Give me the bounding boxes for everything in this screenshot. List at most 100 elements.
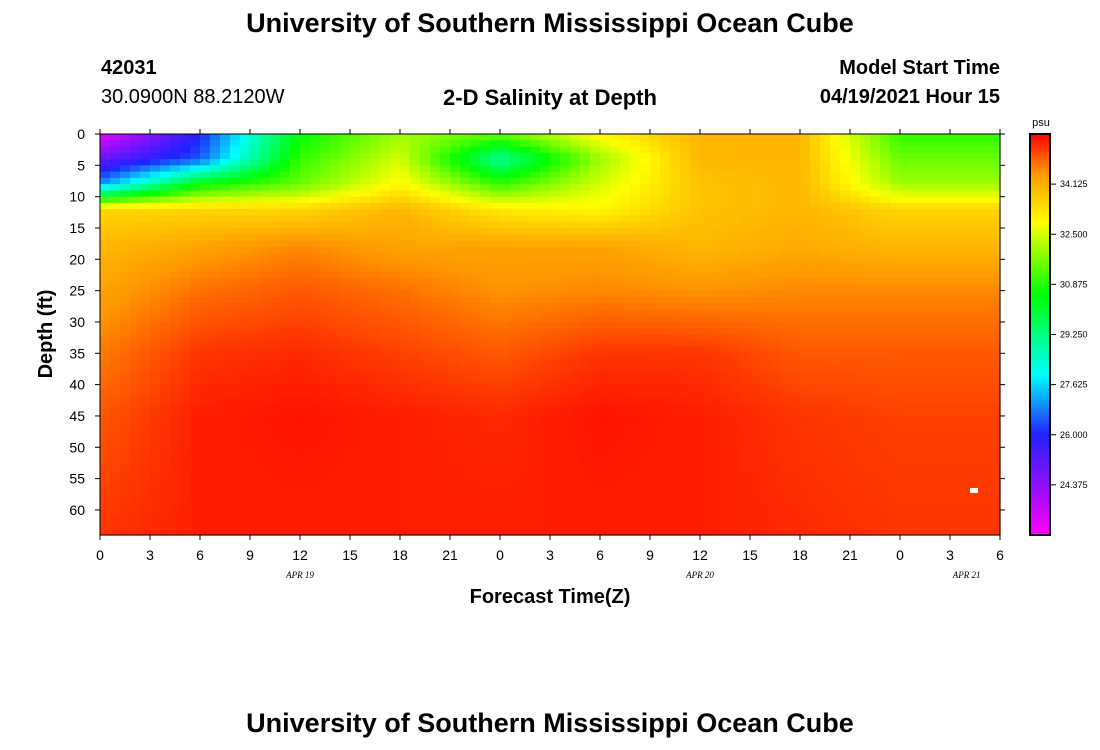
heatmap-cell <box>540 434 551 442</box>
heatmap-cell <box>560 472 571 480</box>
heatmap-cell <box>330 428 341 436</box>
heatmap-cell <box>690 390 701 398</box>
heatmap-cell <box>170 190 181 198</box>
heatmap-cell <box>350 403 361 411</box>
heatmap-cell <box>480 284 491 292</box>
heatmap-cell <box>980 296 991 304</box>
heatmap-cell <box>330 321 341 329</box>
heatmap-cell <box>980 165 991 173</box>
heatmap-cell <box>470 265 481 273</box>
heatmap-cell <box>450 365 461 373</box>
heatmap-cell <box>160 359 171 367</box>
heatmap-cell <box>240 466 251 473</box>
heatmap-cell <box>770 134 781 141</box>
heatmap-cell <box>540 328 551 336</box>
heatmap-cell <box>370 428 381 436</box>
heatmap-cell <box>300 372 311 379</box>
heatmap-cell <box>280 422 291 430</box>
heatmap-cell <box>890 221 901 229</box>
heatmap-cell <box>620 165 631 173</box>
heatmap-cell <box>730 278 741 285</box>
heatmap-cell <box>980 209 991 217</box>
heatmap-cell <box>650 321 661 329</box>
heatmap-cell <box>520 177 531 185</box>
heatmap-cell <box>270 441 281 448</box>
heatmap-cell <box>350 347 361 354</box>
heatmap-cell <box>860 215 871 223</box>
heatmap-cell <box>750 459 761 467</box>
heatmap-cell <box>130 372 141 379</box>
heatmap-cell <box>950 378 961 386</box>
heatmap-cell <box>410 347 421 354</box>
heatmap-cell <box>830 134 841 141</box>
heatmap-cell <box>500 403 511 411</box>
heatmap-cell <box>610 196 621 204</box>
heatmap-cell <box>840 453 851 461</box>
heatmap-cell <box>470 271 481 279</box>
heatmap-cell <box>250 271 261 279</box>
heatmap-cell <box>330 309 341 317</box>
heatmap-cell <box>100 296 111 304</box>
heatmap-cell <box>100 309 111 317</box>
heatmap-cell <box>360 466 371 473</box>
heatmap-cell <box>480 177 491 185</box>
heatmap-cell <box>880 309 891 317</box>
heatmap-cell <box>500 165 511 173</box>
heatmap-cell <box>680 240 691 248</box>
heatmap-cell <box>360 159 371 166</box>
heatmap-cell <box>440 290 451 298</box>
heatmap-cell <box>930 365 941 373</box>
heatmap-cell <box>570 278 581 285</box>
heatmap-cell <box>110 171 121 179</box>
heatmap-cell <box>630 328 641 336</box>
heatmap-cell <box>710 466 721 473</box>
heatmap-cell <box>550 221 561 229</box>
heatmap-cell <box>820 240 831 248</box>
heatmap-cell <box>610 296 621 304</box>
heatmap-cell <box>970 265 981 273</box>
heatmap-cell <box>790 253 801 260</box>
heatmap-cell <box>230 221 241 229</box>
heatmap-cell <box>120 184 131 191</box>
heatmap-cell <box>950 146 961 154</box>
heatmap-cell <box>220 209 231 217</box>
heatmap-cell <box>390 271 401 279</box>
heatmap-cell <box>570 315 581 323</box>
heatmap-cell <box>490 184 501 191</box>
heatmap-cell <box>410 290 421 298</box>
heatmap-cell <box>560 340 571 348</box>
heatmap-cell <box>890 384 901 392</box>
heatmap-cell <box>580 253 591 260</box>
heatmap-cell <box>660 434 671 442</box>
heatmap-cell <box>830 378 841 386</box>
heatmap-cell <box>440 422 451 430</box>
heatmap-cell <box>320 296 331 304</box>
heatmap-cell <box>250 171 261 179</box>
heatmap-cell <box>430 384 441 392</box>
heatmap-cell <box>810 134 821 141</box>
heatmap-cell <box>850 415 861 423</box>
heatmap-cell <box>240 227 251 235</box>
heatmap-cell <box>250 409 261 417</box>
heatmap-cell <box>110 202 121 210</box>
heatmap-cell <box>740 321 751 329</box>
heatmap-cell <box>920 466 931 473</box>
heatmap-cell <box>260 296 271 304</box>
heatmap-cell <box>160 334 171 342</box>
heatmap-cell <box>410 447 421 455</box>
heatmap-cell <box>730 265 741 273</box>
heatmap-cell <box>550 347 561 354</box>
heatmap-cell <box>490 428 501 436</box>
heatmap-cell <box>550 409 561 417</box>
heatmap-cell <box>440 434 451 442</box>
heatmap-cell <box>280 271 291 279</box>
heatmap-cell <box>760 177 771 185</box>
heatmap-cell <box>890 284 901 292</box>
heatmap-cell <box>210 365 221 373</box>
heatmap-cell <box>370 328 381 336</box>
heatmap-cell <box>400 284 411 292</box>
heatmap-cell <box>660 372 671 379</box>
heatmap-cell <box>520 271 531 279</box>
heatmap-cell <box>960 177 971 185</box>
heatmap-cell <box>540 359 551 367</box>
